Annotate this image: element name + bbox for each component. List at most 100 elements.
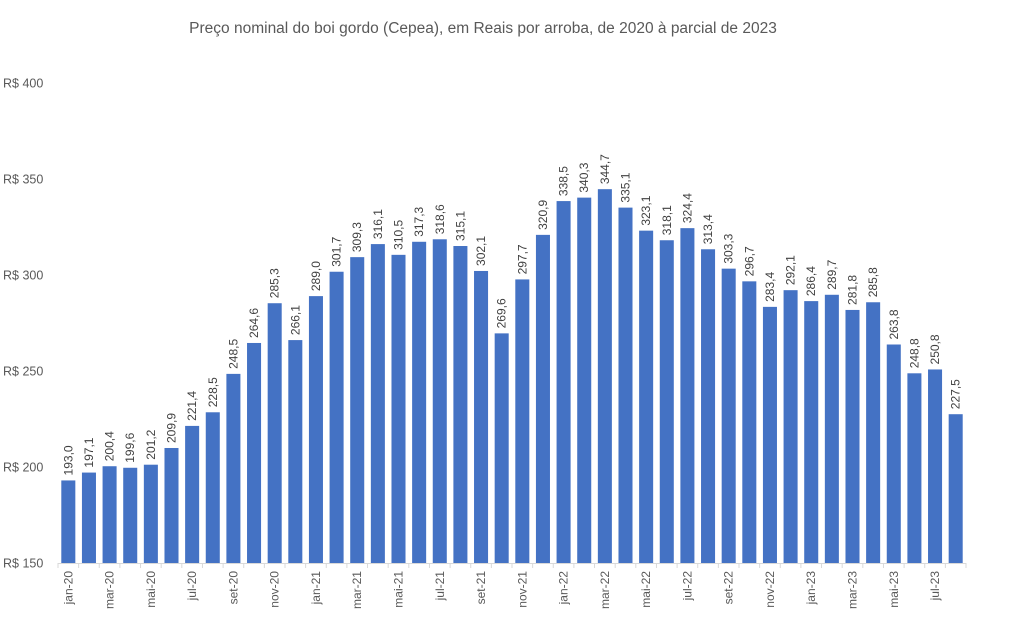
x-tick-label: jul-21 xyxy=(433,571,447,602)
bar xyxy=(680,228,695,563)
data-label: 281,8 xyxy=(846,275,860,305)
data-label: 320,9 xyxy=(536,200,550,230)
bar xyxy=(432,239,447,564)
bar xyxy=(370,244,385,563)
data-label: 199,6 xyxy=(123,432,137,462)
bar xyxy=(618,207,633,564)
data-label: 201,2 xyxy=(144,429,158,459)
data-label: 221,4 xyxy=(185,391,199,421)
data-label: 269,6 xyxy=(495,298,509,328)
data-label: 303,3 xyxy=(722,233,736,263)
data-label: 309,3 xyxy=(350,222,364,252)
bar xyxy=(866,302,881,563)
data-label: 292,1 xyxy=(784,255,798,285)
bar xyxy=(226,373,241,563)
x-tick-label: jul-20 xyxy=(185,571,199,602)
x-tick-label: jul-23 xyxy=(928,571,942,602)
data-label: 228,5 xyxy=(206,377,220,407)
bar xyxy=(701,249,716,563)
data-label: 227,5 xyxy=(949,379,963,409)
y-tick-label: R$ 200 xyxy=(3,461,43,475)
data-label: 283,4 xyxy=(763,272,777,302)
bar xyxy=(948,414,963,563)
bar xyxy=(123,467,138,563)
data-label: 310,5 xyxy=(392,219,406,249)
data-label: 297,7 xyxy=(515,244,529,274)
bar xyxy=(164,447,179,563)
data-label: 200,4 xyxy=(103,431,117,461)
data-label: 323,1 xyxy=(639,195,653,225)
data-label: 248,8 xyxy=(907,338,921,368)
x-tick-label: set-21 xyxy=(474,571,488,605)
bar xyxy=(267,303,282,563)
x-tick-label: mai-21 xyxy=(392,571,406,608)
bar xyxy=(762,306,777,563)
bar xyxy=(494,333,509,563)
bar xyxy=(907,373,922,563)
bar xyxy=(886,344,901,563)
bar xyxy=(577,197,592,563)
data-label: 248,5 xyxy=(226,339,240,369)
x-tick-label: jan-21 xyxy=(309,571,323,606)
bar xyxy=(824,294,839,563)
data-label: 335,1 xyxy=(619,172,633,202)
data-label: 338,5 xyxy=(557,166,571,196)
bar xyxy=(391,254,406,563)
bar xyxy=(721,268,736,563)
x-tick-label: jan-23 xyxy=(804,571,818,606)
data-label: 296,7 xyxy=(742,246,756,276)
bar xyxy=(659,240,674,563)
bar xyxy=(515,279,530,563)
x-tick-label: set-22 xyxy=(722,571,736,605)
data-label: 316,1 xyxy=(371,209,385,239)
bar xyxy=(412,241,427,563)
data-label: 285,8 xyxy=(866,267,880,297)
bar xyxy=(329,271,344,563)
bar xyxy=(804,301,819,563)
bar xyxy=(535,234,550,563)
bar xyxy=(350,257,365,563)
bar xyxy=(783,290,798,563)
data-label: 264,6 xyxy=(247,308,261,338)
data-label: 263,8 xyxy=(887,309,901,339)
data-label: 209,9 xyxy=(165,413,179,443)
x-tick-label: mar-20 xyxy=(103,571,117,609)
x-tick-label: nov-20 xyxy=(268,571,282,608)
data-label: 289,0 xyxy=(309,261,323,291)
bar xyxy=(205,412,220,563)
bar xyxy=(61,480,76,563)
x-tick-label: mai-20 xyxy=(144,571,158,608)
x-tick-label: jul-22 xyxy=(680,571,694,602)
data-label: 324,4 xyxy=(680,193,694,223)
x-tick-label: mai-22 xyxy=(639,571,653,608)
y-tick-label: R$ 300 xyxy=(3,269,43,283)
data-label: 318,6 xyxy=(433,204,447,234)
bar xyxy=(597,189,612,563)
data-label: 285,3 xyxy=(268,268,282,298)
data-label: 301,7 xyxy=(330,236,344,266)
data-label: 197,1 xyxy=(82,437,96,467)
bar xyxy=(742,281,757,563)
data-label: 289,7 xyxy=(825,259,839,289)
data-label: 318,1 xyxy=(660,205,674,235)
bar xyxy=(185,425,200,563)
data-label: 193,0 xyxy=(61,445,75,475)
x-tick-label: mar-23 xyxy=(846,571,860,609)
data-label: 266,1 xyxy=(288,305,302,335)
data-label: 340,3 xyxy=(577,162,591,192)
bar xyxy=(143,464,158,563)
y-tick-label: R$ 250 xyxy=(3,365,43,379)
bar xyxy=(639,230,654,563)
chart-title: Preço nominal do boi gordo (Cepea), em R… xyxy=(189,20,777,37)
bar xyxy=(102,466,117,563)
data-label: 344,7 xyxy=(598,154,612,184)
x-tick-label: jan-20 xyxy=(61,571,75,606)
x-tick-label: nov-21 xyxy=(515,571,529,608)
x-tick-label: mai-23 xyxy=(887,571,901,608)
data-label: 317,3 xyxy=(412,206,426,236)
x-tick-label: mar-21 xyxy=(350,571,364,609)
y-tick-label: R$ 400 xyxy=(3,77,43,91)
data-label: 302,1 xyxy=(474,236,488,266)
data-label: 250,8 xyxy=(928,334,942,364)
